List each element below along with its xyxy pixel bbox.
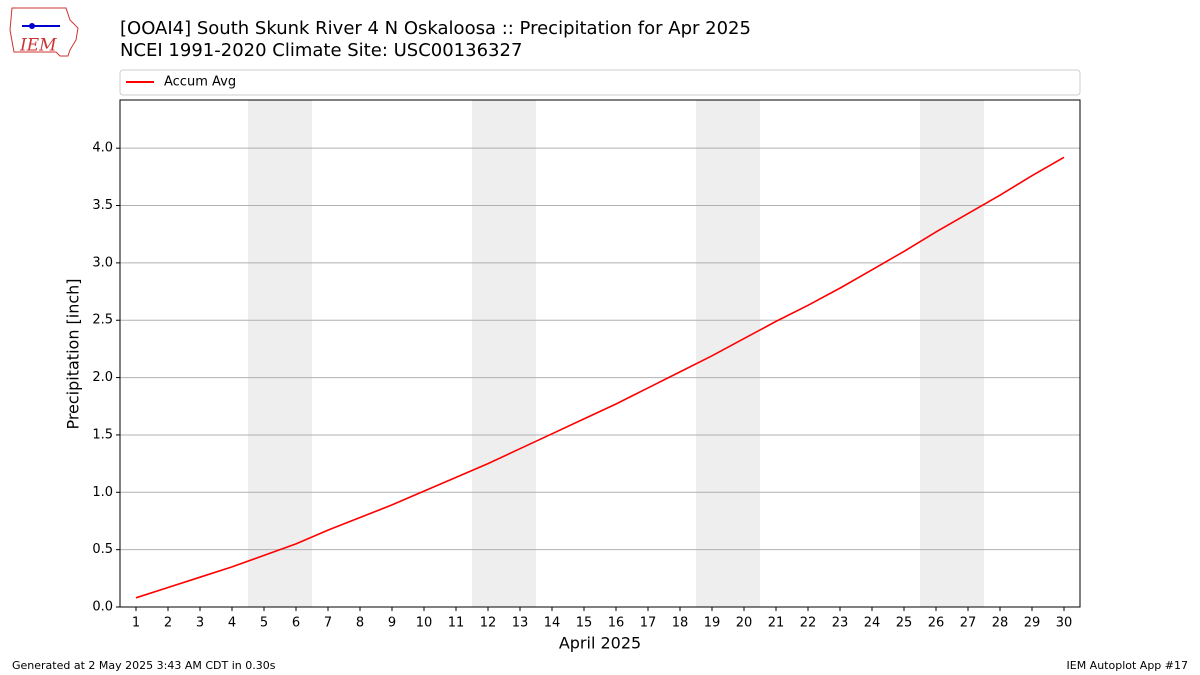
x-tick-label: 17 (640, 616, 657, 631)
weekend-shade (472, 100, 536, 607)
x-tick-label: 1 (132, 616, 140, 631)
x-tick-label: 19 (704, 616, 721, 631)
x-tick-label: 5 (260, 616, 268, 631)
legend-box (119, 69, 1081, 96)
logo: IEM (9, 7, 79, 57)
y-tick-label: 2.0 (92, 370, 113, 385)
x-tick-label: 7 (324, 616, 332, 631)
weekend-shade (248, 100, 312, 607)
x-tick-label: 13 (512, 616, 529, 631)
y-tick-label: 4.0 (92, 141, 113, 156)
chart-subtitle: NCEI 1991-2020 Climate Site: USC00136327 (120, 40, 522, 61)
y-axis-label: Precipitation [inch] (64, 278, 83, 429)
footer-right: IEM Autoplot App #17 (1067, 659, 1189, 672)
legend-label: Accum Avg (164, 75, 236, 90)
x-tick-label: 14 (544, 616, 561, 631)
x-tick-label: 8 (356, 616, 364, 631)
x-tick-label: 9 (388, 616, 396, 631)
x-tick-label: 20 (736, 616, 753, 631)
x-tick-label: 22 (800, 616, 817, 631)
x-tick-label: 16 (608, 616, 625, 631)
y-tick-label: 3.0 (92, 255, 113, 270)
weekend-shade (920, 100, 984, 607)
x-tick-label: 12 (480, 616, 497, 631)
data-line (135, 156, 1065, 599)
x-tick-label: 10 (416, 616, 433, 631)
y-tick-label: 2.5 (92, 313, 113, 328)
x-tick-label: 23 (832, 616, 849, 631)
y-tick-label: 1.5 (92, 427, 113, 442)
x-tick-label: 26 (928, 616, 945, 631)
x-tick-label: 4 (228, 616, 236, 631)
x-tick-label: 15 (576, 616, 593, 631)
x-tick-label: 30 (1056, 616, 1073, 631)
y-tick-label: 0.0 (92, 600, 113, 615)
x-tick-label: 28 (992, 616, 1009, 631)
y-tick-label: 3.5 (92, 198, 113, 213)
x-tick-label: 25 (896, 616, 913, 631)
x-axis-label: April 2025 (559, 634, 641, 653)
x-tick-label: 11 (448, 616, 465, 631)
x-tick-label: 18 (672, 616, 689, 631)
x-tick-label: 3 (196, 616, 204, 631)
weekend-shade (696, 100, 760, 607)
x-tick-label: 24 (864, 616, 881, 631)
y-tick-label: 1.0 (92, 485, 113, 500)
x-tick-label: 21 (768, 616, 785, 631)
logo-text: IEM (19, 36, 57, 56)
chart-title: [OOAI4] South Skunk River 4 N Oskaloosa … (120, 18, 751, 39)
x-tick-label: 6 (292, 616, 300, 631)
y-tick-label: 0.5 (92, 542, 113, 557)
x-tick-label: 2 (164, 616, 172, 631)
x-tick-label: 29 (1024, 616, 1041, 631)
plot-frame (119, 99, 1081, 608)
footer-left: Generated at 2 May 2025 3:43 AM CDT in 0… (12, 659, 276, 672)
x-tick-label: 27 (960, 616, 977, 631)
